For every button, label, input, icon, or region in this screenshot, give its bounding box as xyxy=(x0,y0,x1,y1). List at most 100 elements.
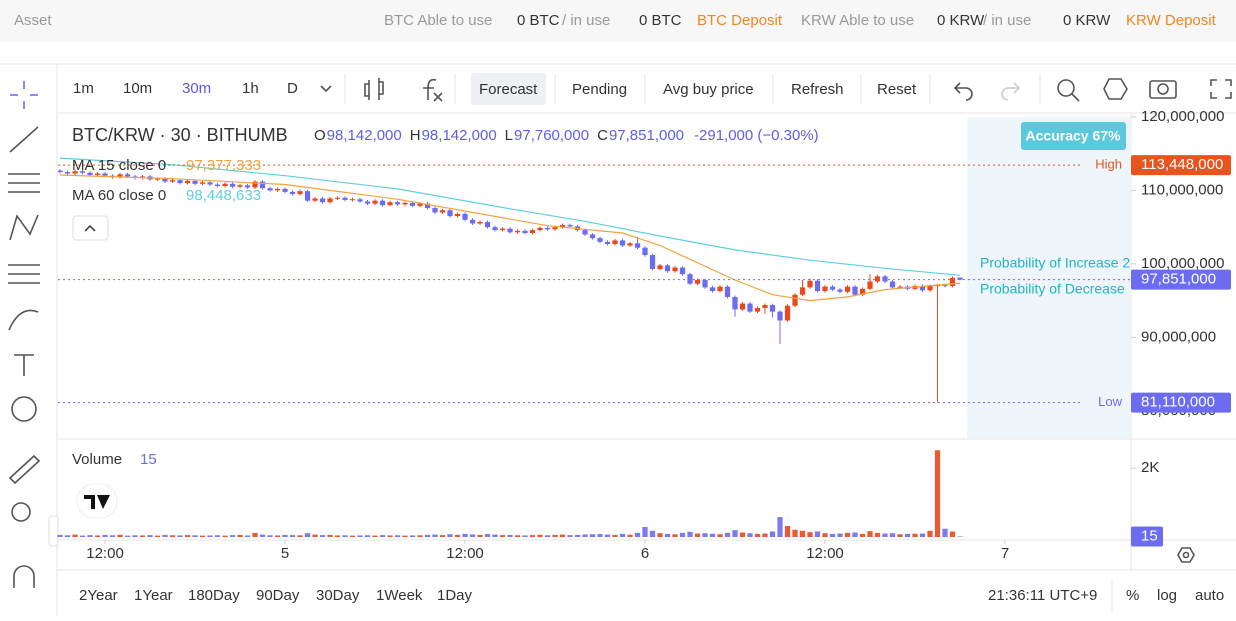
price-pane: Probability of Increase 2 Probability of … xyxy=(58,117,1131,438)
search-button[interactable] xyxy=(1057,79,1075,97)
refresh-button[interactable]: Refresh xyxy=(791,81,844,98)
volume-bar xyxy=(462,533,468,537)
candle-body xyxy=(79,171,86,173)
volume-bar xyxy=(72,534,78,537)
deposit-link[interactable]: KRW Deposit xyxy=(1126,12,1217,29)
fib-tool[interactable] xyxy=(8,173,40,193)
axis-settings[interactable] xyxy=(1177,547,1195,563)
volume-bar xyxy=(229,535,236,537)
volume-bar xyxy=(267,535,273,537)
balance-label: / in use xyxy=(983,12,1031,29)
volume-bar xyxy=(282,534,288,537)
interval[interactable]: 10m xyxy=(123,80,152,97)
x-tick-label: 7 xyxy=(1001,545,1009,562)
candle-body xyxy=(282,188,288,192)
range-button[interactable]: 30Day xyxy=(316,587,360,604)
volume-bar xyxy=(867,531,873,537)
candle-body xyxy=(484,222,491,228)
volume-bar xyxy=(274,535,281,537)
interval-active[interactable]: 30m xyxy=(182,80,211,97)
low-tag xyxy=(1131,392,1231,413)
candle-body xyxy=(634,243,641,248)
volume-bar xyxy=(844,532,851,537)
deposit-link[interactable]: BTC Deposit xyxy=(697,12,783,29)
toolbar-dividers xyxy=(344,74,1041,104)
volume-bar xyxy=(514,535,521,537)
candle-body xyxy=(597,238,603,242)
undo-button[interactable] xyxy=(953,82,973,101)
reset-button[interactable]: Reset xyxy=(877,81,917,98)
candle-body xyxy=(372,200,378,204)
candle-body xyxy=(949,277,956,286)
range-button[interactable]: 1Day xyxy=(437,587,473,604)
range-button[interactable]: 1Week xyxy=(376,587,423,604)
pattern-tool[interactable] xyxy=(9,214,39,241)
candle-body xyxy=(514,230,521,233)
frame xyxy=(0,63,1236,616)
probability-decrease: Probability of Decrease xyxy=(980,280,1125,296)
volume-bar xyxy=(762,533,768,537)
candle-body xyxy=(694,280,701,284)
screenshot-button[interactable] xyxy=(1149,80,1177,99)
scale-option[interactable]: auto xyxy=(1195,587,1224,604)
candle-body xyxy=(859,288,866,295)
range-button[interactable]: 2Year xyxy=(79,587,118,604)
emoji-tool[interactable] xyxy=(11,396,37,422)
range-button[interactable]: 1Year xyxy=(134,587,173,604)
fullscreen-button[interactable] xyxy=(1210,79,1232,99)
interval-menu[interactable] xyxy=(320,85,332,93)
volume-bar xyxy=(889,533,896,537)
candle-body xyxy=(162,178,168,182)
redo-button[interactable] xyxy=(1001,82,1021,101)
indicator-button[interactable] xyxy=(423,78,443,102)
zoom-tool[interactable] xyxy=(11,502,31,522)
ma-value: 97,377,333 xyxy=(186,157,261,174)
volume-bar xyxy=(799,530,806,537)
candle-body xyxy=(717,286,723,292)
scale-option[interactable]: % xyxy=(1126,587,1139,604)
legend-collapse[interactable] xyxy=(72,215,109,241)
candle-body xyxy=(94,173,101,175)
interval[interactable]: 1m xyxy=(73,80,94,97)
text-tool[interactable] xyxy=(14,354,34,376)
volume-tag xyxy=(1131,526,1163,547)
crosshair-tool[interactable] xyxy=(10,81,38,109)
candle-body xyxy=(64,172,71,174)
prediction-tool[interactable] xyxy=(8,264,40,284)
ohlc-value: 97,760,000 xyxy=(514,127,589,144)
line-tool[interactable] xyxy=(9,126,39,153)
chart-type-button[interactable] xyxy=(364,78,384,100)
avg-price-button[interactable]: Avg buy price xyxy=(663,81,754,98)
volume-bar xyxy=(612,534,618,537)
candle-body xyxy=(184,180,191,184)
range-button[interactable]: 180Day xyxy=(188,587,240,604)
tv-logo[interactable] xyxy=(76,483,118,519)
volume-bar xyxy=(409,535,416,537)
ruler-tool[interactable] xyxy=(8,454,41,485)
pending-button[interactable]: Pending xyxy=(572,81,627,98)
settings-button[interactable] xyxy=(1103,78,1128,100)
volume-bar xyxy=(537,534,543,537)
collapse-tab[interactable] xyxy=(48,515,59,547)
brush-tool[interactable] xyxy=(8,309,39,331)
forecast-region xyxy=(967,117,1131,438)
candle-body xyxy=(889,281,896,288)
range-button[interactable]: 90Day xyxy=(256,587,300,604)
volume-bar xyxy=(597,534,603,537)
volume-bar xyxy=(199,535,206,537)
forecast-button[interactable]: Forecast xyxy=(479,81,538,98)
candle-body xyxy=(589,234,596,239)
volume-bar xyxy=(207,535,213,537)
moving-average xyxy=(59,157,961,276)
candle-body xyxy=(402,202,408,205)
volume-value: 15 xyxy=(140,451,157,468)
scale-option[interactable]: log xyxy=(1157,587,1177,604)
volume-bar xyxy=(447,534,453,537)
magnet-tool[interactable] xyxy=(13,565,35,588)
interval[interactable]: 1h xyxy=(242,80,259,97)
x-tick-label: 12:00 xyxy=(86,545,124,562)
accuracy-text: Accuracy 67% xyxy=(1026,128,1122,144)
interval[interactable]: D xyxy=(287,80,298,97)
